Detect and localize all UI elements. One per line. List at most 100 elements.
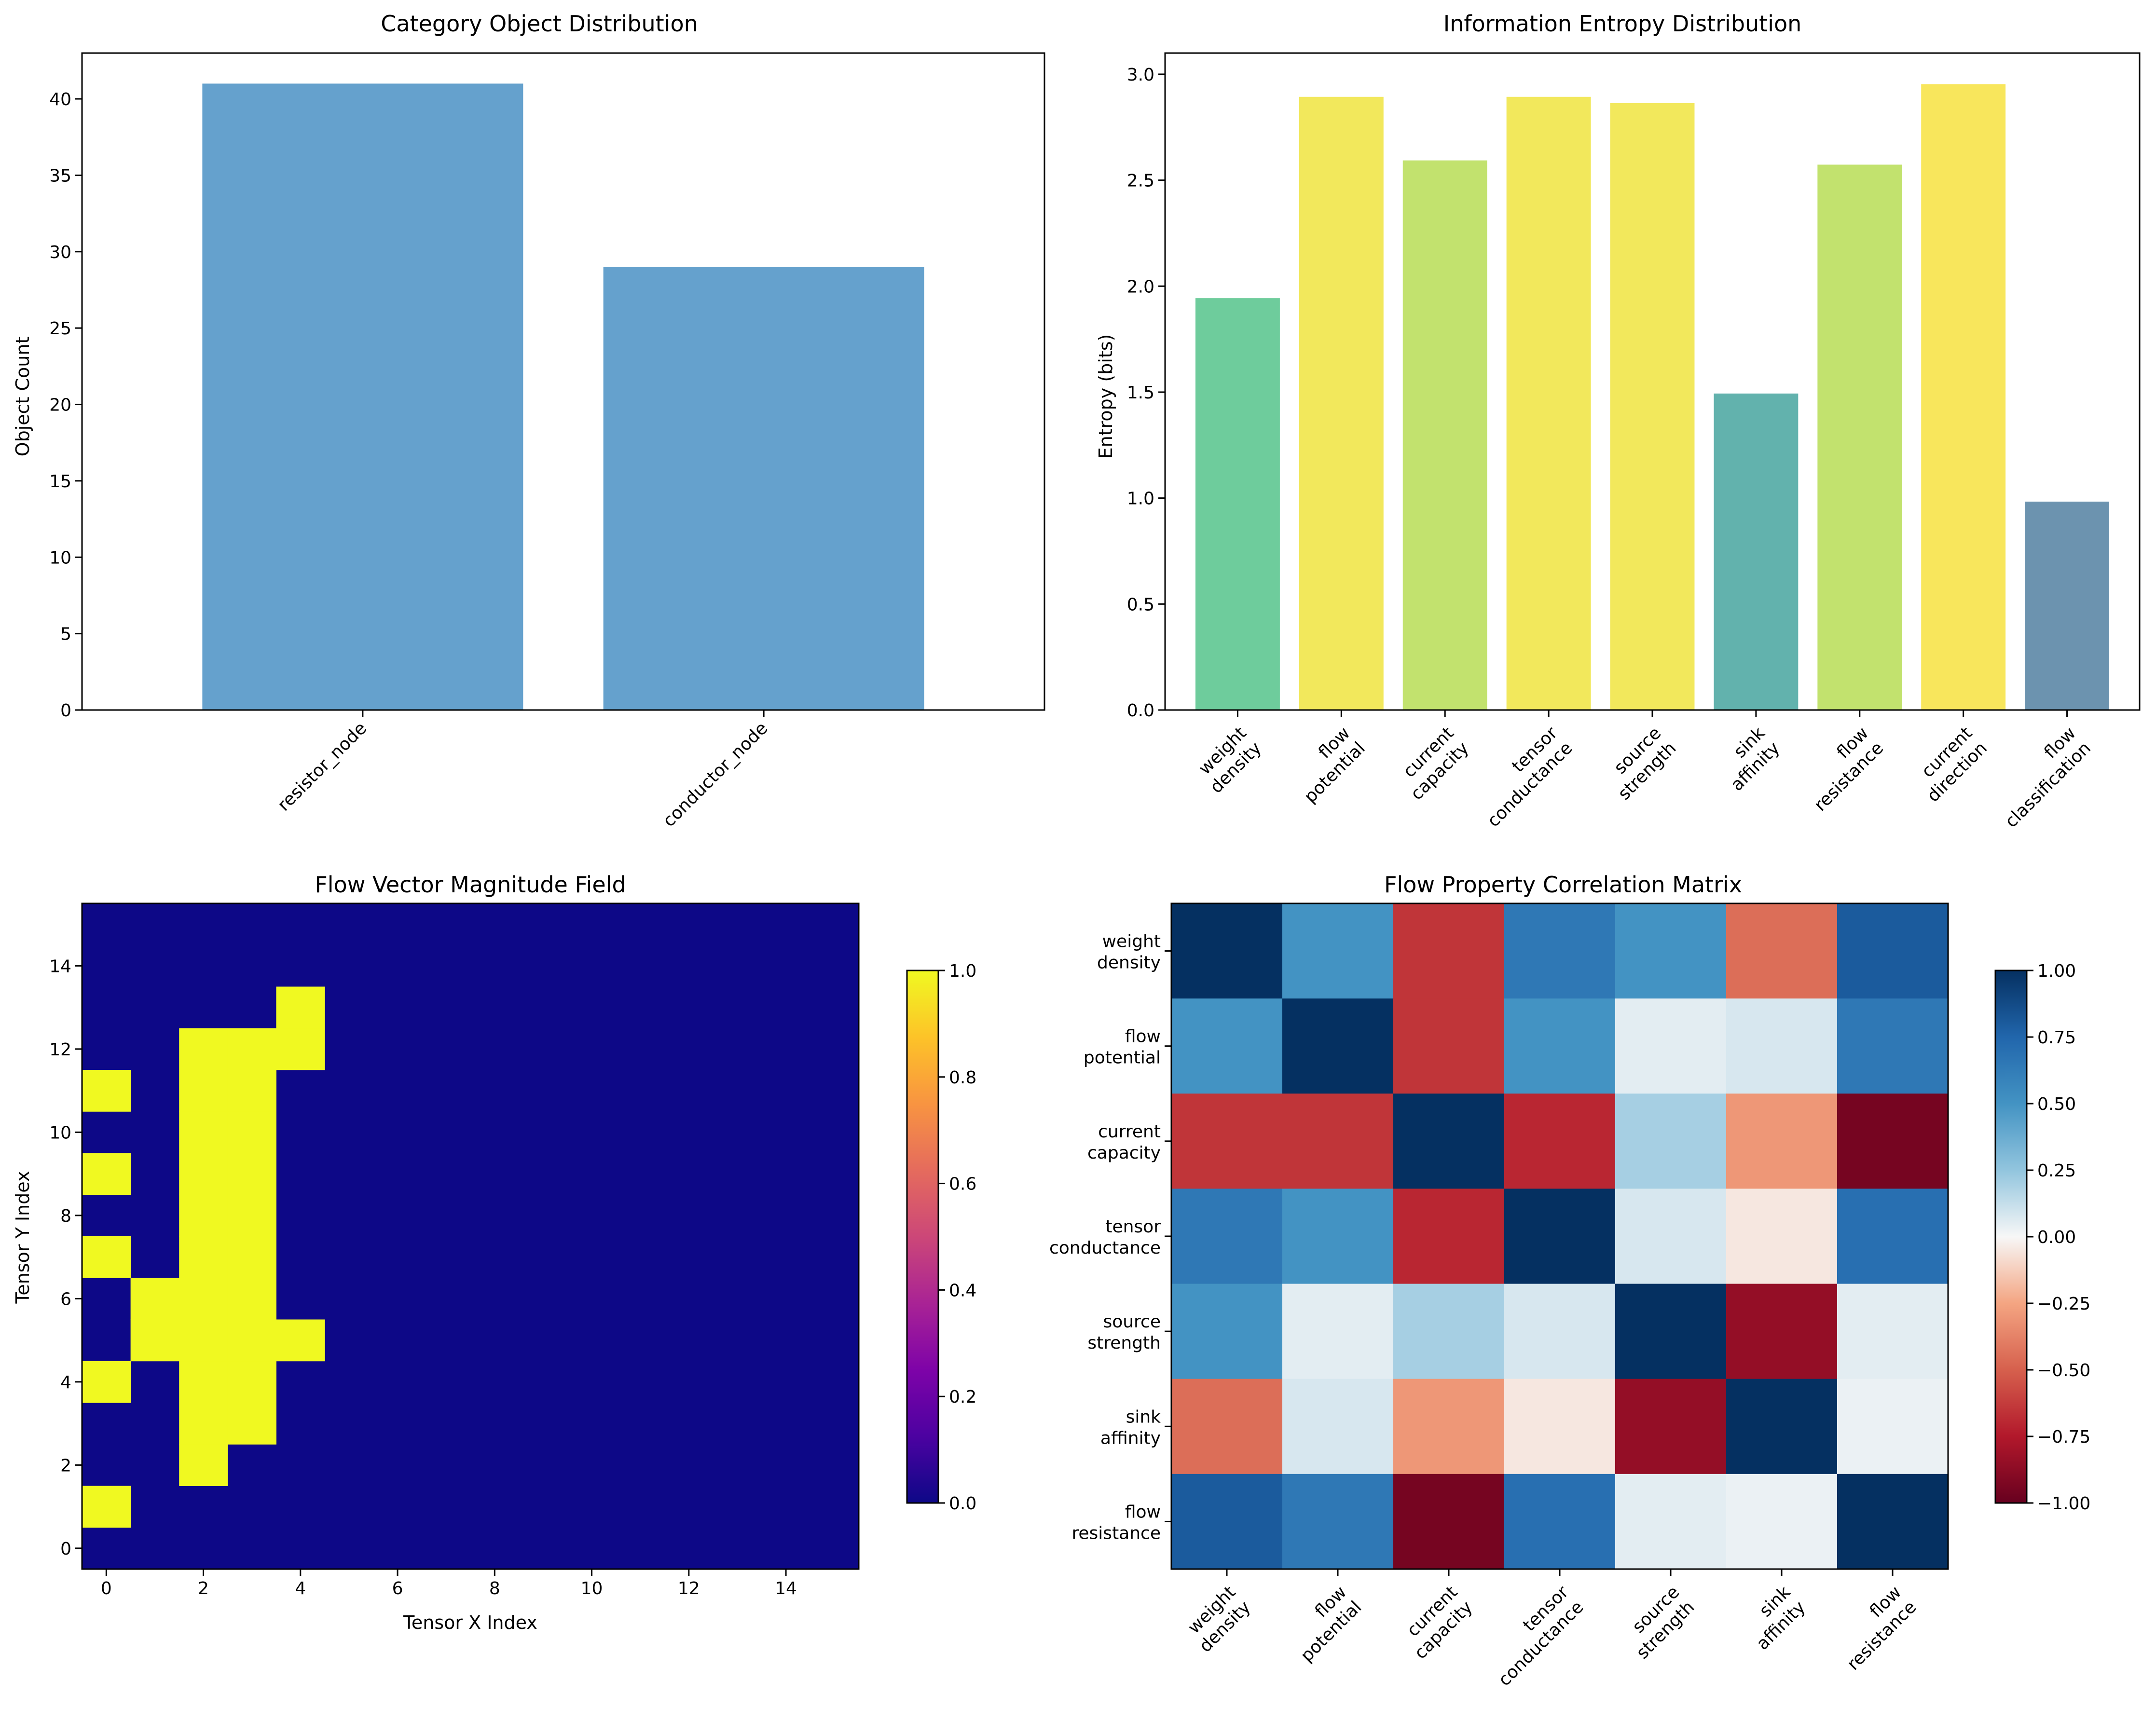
y-tick-label: 8	[60, 1206, 71, 1226]
correlation-cell	[1393, 998, 1505, 1094]
active-cell	[179, 1028, 228, 1070]
correlation-cell	[1171, 903, 1283, 999]
correlation-cell	[1171, 1284, 1283, 1380]
x-tick-label: resistor_node	[274, 718, 371, 815]
correlation-cell	[1837, 1093, 1949, 1189]
colorbar-tick-label: 0.6	[949, 1175, 976, 1194]
active-cell	[227, 1361, 276, 1403]
active-cell	[276, 986, 325, 1029]
colorbar	[1995, 970, 2027, 1503]
correlation-cell	[1282, 1188, 1394, 1284]
y-tick-label: 1.0	[1127, 489, 1154, 509]
correlation-cell	[1504, 903, 1616, 999]
x-tick-label: 8	[489, 1579, 500, 1598]
correlation-cell	[1615, 1188, 1727, 1284]
information-entropy-distribution-chart: Information Entropy Distribution Entropy…	[1095, 11, 2141, 832]
correlation-cell	[1726, 1474, 1838, 1570]
correlation-cell	[1837, 903, 1949, 999]
correlation-cell	[1171, 1379, 1283, 1475]
y-tick-label: 3.0	[1127, 65, 1154, 85]
bar-weight-density	[1195, 298, 1280, 711]
y-tick-label: flow potential	[1084, 1027, 1161, 1068]
colorbar-tick-label: 1.00	[2037, 961, 2076, 981]
x-tick-label: flowpotential	[1285, 723, 1369, 806]
x-tick-label: flowpotential	[1282, 1582, 1365, 1666]
chart-title: Flow Property Correlation Matrix	[1384, 872, 1742, 898]
y-tick-label: 0.0	[1127, 701, 1154, 721]
plot-frame	[1170, 902, 1949, 1570]
x-tick-label: 0	[101, 1579, 112, 1598]
x-tick-label: 14	[775, 1579, 797, 1598]
active-cell	[179, 1194, 228, 1237]
correlation-cell	[1171, 998, 1283, 1094]
correlation-cell	[1393, 1188, 1505, 1284]
colorbar-tick-label: 0.2	[949, 1387, 976, 1407]
correlation-cell	[1282, 1474, 1394, 1570]
plot-frame	[81, 52, 1045, 711]
active-cell	[179, 1236, 228, 1278]
x-tick-label: 2	[198, 1579, 209, 1598]
y-tick-label: 4	[60, 1373, 71, 1393]
colorbar-tick-label: 1.0	[949, 961, 976, 981]
correlation-cell	[1615, 1379, 1727, 1475]
correlation-cell	[1726, 998, 1838, 1094]
y-tick-label: source strength	[1087, 1312, 1161, 1353]
y-tick-label: 25	[49, 319, 71, 339]
correlation-cell	[1837, 998, 1949, 1094]
bar-source-strength	[1610, 103, 1695, 711]
correlation-cell	[1837, 1379, 1949, 1475]
y-tick-label: sink affinity	[1100, 1407, 1161, 1448]
colorbar-tick-label: −0.50	[2037, 1361, 2090, 1380]
correlation-cell	[1282, 1284, 1394, 1380]
x-tick-label: sourcestrength	[1618, 1582, 1698, 1663]
active-cell	[130, 1278, 179, 1320]
y-tick-label: 14	[49, 956, 71, 976]
category-object-distribution-chart: Category Object Distribution Object Coun…	[12, 11, 1045, 831]
active-cell	[179, 1111, 228, 1153]
correlation-cell	[1615, 1474, 1727, 1570]
correlation-cell	[1726, 1284, 1838, 1380]
bar-current-capacity	[1402, 160, 1487, 711]
active-cell	[227, 1070, 276, 1112]
y-tick-label: 1.5	[1127, 383, 1154, 403]
chart-title: Category Object Distribution	[381, 11, 698, 37]
y-tick-label: 12	[49, 1040, 71, 1060]
y-tick-label: 10	[49, 1123, 71, 1143]
active-cell	[179, 1403, 228, 1445]
active-cell	[276, 1028, 325, 1070]
x-tick-label: 12	[678, 1579, 700, 1598]
x-tick-label: tensorconductance	[1480, 1582, 1588, 1690]
active-cell	[179, 1444, 228, 1486]
colorbar-tick-label: 0.8	[949, 1068, 976, 1088]
correlation-cell	[1282, 903, 1394, 999]
colorbar-tick-label: −0.25	[2037, 1294, 2090, 1314]
active-cell	[227, 1153, 276, 1195]
x-tick-label: currentcapacity	[1396, 1582, 1477, 1663]
colorbar-tick-label: 0.0	[949, 1494, 976, 1514]
y-tick-label: 15	[49, 472, 71, 492]
correlation-cell	[1504, 998, 1616, 1094]
correlation-cell	[1615, 1093, 1727, 1189]
x-tick-label: sinkaffinity	[1712, 723, 1784, 795]
correlation-cell	[1504, 1093, 1616, 1189]
x-axis-label: Tensor X Index	[403, 1612, 537, 1633]
active-cell	[227, 1236, 276, 1278]
active-cell	[276, 1319, 325, 1362]
active-cell	[130, 1319, 179, 1362]
y-tick-label: 40	[49, 90, 71, 109]
correlation-cell	[1393, 1284, 1505, 1380]
bar-flow-resistance	[1817, 164, 1902, 711]
correlation-cell	[1726, 1188, 1838, 1284]
correlation-cell	[1282, 998, 1394, 1094]
y-tick-label: 2	[60, 1456, 71, 1475]
y-tick-label: 0	[60, 701, 71, 721]
y-tick-label: 5	[60, 625, 71, 644]
x-tick-label: 10	[581, 1579, 603, 1598]
plot-frame	[1164, 52, 2141, 711]
correlation-cell	[1504, 1379, 1616, 1475]
correlation-cell	[1504, 1188, 1616, 1284]
correlation-cell	[1837, 1474, 1949, 1570]
x-tick-label: currentcapacity	[1392, 723, 1473, 804]
y-tick-label: 2.0	[1127, 277, 1154, 297]
